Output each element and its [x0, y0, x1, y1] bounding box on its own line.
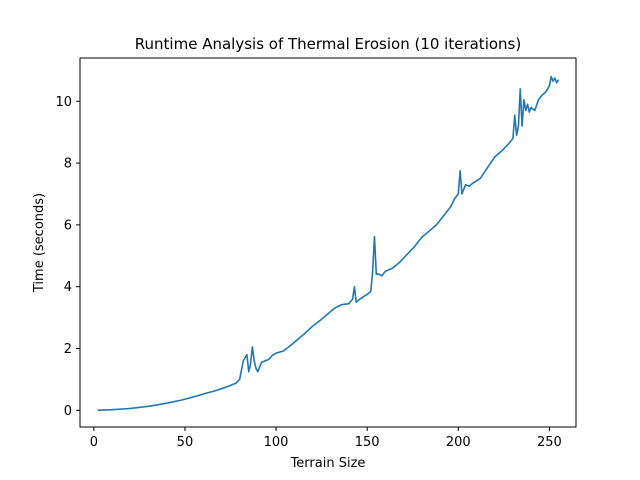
x-tick-label: 50: [177, 435, 194, 450]
y-tick-label: 0: [64, 404, 72, 419]
y-axis-label: Time (seconds): [32, 193, 47, 293]
y-tick-label: 10: [55, 95, 72, 110]
x-tick-label: 150: [355, 435, 380, 450]
x-axis-label: Terrain Size: [290, 456, 366, 471]
x-tick-label: 0: [90, 435, 98, 450]
x-tick-label: 250: [537, 435, 562, 450]
plot-area-frame: [79, 57, 577, 428]
series-line: [97, 75, 560, 412]
chart-title: Runtime Analysis of Thermal Erosion (10 …: [135, 35, 521, 53]
series-layer: [97, 75, 560, 412]
y-tick-label: 6: [64, 218, 72, 233]
x-tick-label: 200: [446, 435, 471, 450]
y-axis: 0 2 4 6 8 10: [55, 95, 80, 419]
y-tick-label: 8: [64, 157, 72, 172]
x-axis: 0 50 100 150 200 250: [90, 427, 562, 450]
y-tick-label: 2: [64, 342, 72, 357]
y-tick-label: 4: [64, 280, 72, 295]
x-tick-label: 100: [264, 435, 289, 450]
